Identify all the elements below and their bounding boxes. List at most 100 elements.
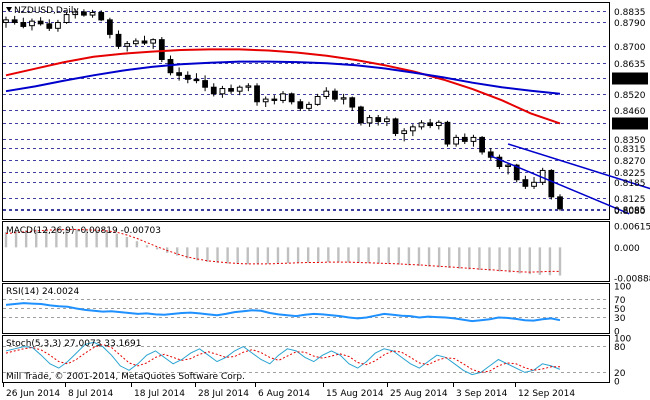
candle-body [288,93,295,103]
macd-histogram-bar [135,241,139,248]
candle-body [392,118,399,134]
candle-body [513,164,520,181]
macd-histogram-bar [35,229,38,248]
watermark-text: Mill Trade, © 2001-2014, MetaQuotes Soft… [6,372,245,382]
macd-histogram-bar [226,247,229,264]
stoch-main-line [5,341,561,376]
candle-body [548,169,555,198]
price-tick-label: 0.8790 [614,19,646,29]
macd-histogram-bar [266,247,270,264]
macd-tick-label: 0.00615 [614,223,650,233]
candle-body [245,85,252,88]
price-tick-label: 0.8635 [614,60,646,70]
candle-body [427,122,434,127]
candle-body [254,85,260,103]
price-tick-label: 0.8085 [614,206,646,216]
price-tick-label: 0.8700 [614,43,646,53]
price-tick-label: 0.8270 [614,157,646,167]
candle-body [496,156,503,167]
macd-tick-label: 0.000 [614,244,640,254]
price-tick-label: 0.8460 [614,107,646,117]
macd-panel-frame [2,221,610,282]
rsi-tick-label: 50 [614,305,626,315]
macd-histogram-bar [176,247,179,256]
macd-panel: 0.00615 0.000 -0.00888 [4,223,650,284]
candle-body [262,98,269,103]
macd-histogram-bar [528,247,531,275]
price-highlight-box [612,72,648,85]
macd-histogram-bar [327,247,330,263]
rsi-tick-label: 30 [614,314,626,324]
price-channel [490,143,650,215]
candle-body [358,106,364,124]
x-tick-label: 28 Jul 2014 [198,389,249,399]
candle-body [505,164,511,167]
candle-body [383,118,390,123]
candle-body [375,117,382,123]
price-tick-label: 0.8125 [614,195,646,205]
rsi-panel-frame [2,283,610,334]
candle-body [306,103,312,109]
macd-histogram-bar [14,230,18,248]
moving-average-fast-line [5,48,561,125]
rsi-line [5,302,561,323]
macd-histogram-bar [357,247,360,263]
macd-histogram-bar [45,229,48,248]
candle-body [176,72,183,76]
x-tick-label: 25 Aug 2014 [390,389,448,399]
candle-body [297,101,304,109]
price-tick-label: 0.8350 [614,136,646,146]
stoch-tick-label: 80 [614,343,626,353]
macd-histogram-bar [306,247,310,263]
price-candles [3,8,563,211]
stoch-tick-label: 100 [614,335,631,345]
x-tick-label: 15 Aug 2014 [326,389,384,399]
macd-histogram-bar [558,247,562,276]
macd-histogram-bar [256,247,260,265]
candle-body [332,90,338,100]
candle-body [141,40,148,44]
macd-histogram-bar [65,228,68,248]
macd-histogram-bar [538,247,542,275]
rsi-title: RSI(14) 24.0024 [6,287,79,297]
macd-histogram-bar [488,247,491,271]
candle-body [280,93,286,101]
macd-histogram-bar [95,230,98,248]
macd-histogram-bar [458,247,461,269]
chart-title: NZDUSD,Daily [14,6,79,16]
macd-histogram-bar [75,229,78,248]
rsi-tick-label: 0 [614,328,620,338]
rsi-tick-label: 70 [614,296,626,306]
candle-body [3,19,9,23]
macd-histogram-bar [387,247,390,264]
macd-histogram-bar [55,228,58,248]
macd-histogram-bar [206,247,209,262]
macd-histogram-bar [145,245,149,248]
macd-histogram-bar [236,247,239,264]
candle-body [531,181,537,187]
candle-body [366,117,373,124]
candle-body [150,39,157,44]
candle-body [124,43,131,47]
macd-histogram-bar [377,247,380,264]
candle-body [202,80,208,88]
candle-body [193,78,200,82]
macd-histogram-bar [216,247,219,263]
candle-body [340,97,347,100]
macd-histogram-bar [115,233,118,248]
macd-histogram-bar [417,247,421,266]
price-tick-label: 0.8080 [614,207,646,217]
candle-body [453,136,460,145]
macd-histogram-bar [427,247,431,267]
x-axis: 26 Jun 2014 8 Jul 2014 18 Jul 2014 28 Jul 2… [3,383,575,399]
macd-histogram-bar [186,247,189,259]
x-tick-label: 12 Sep 2014 [518,389,575,399]
candle-body [29,20,35,27]
x-tick-label: 18 Jul 2014 [134,389,185,399]
candle-body [63,14,70,23]
dropdown-triangle-icon[interactable] [6,7,12,12]
candle-body [132,40,139,45]
macd-histogram-bar [448,247,451,268]
